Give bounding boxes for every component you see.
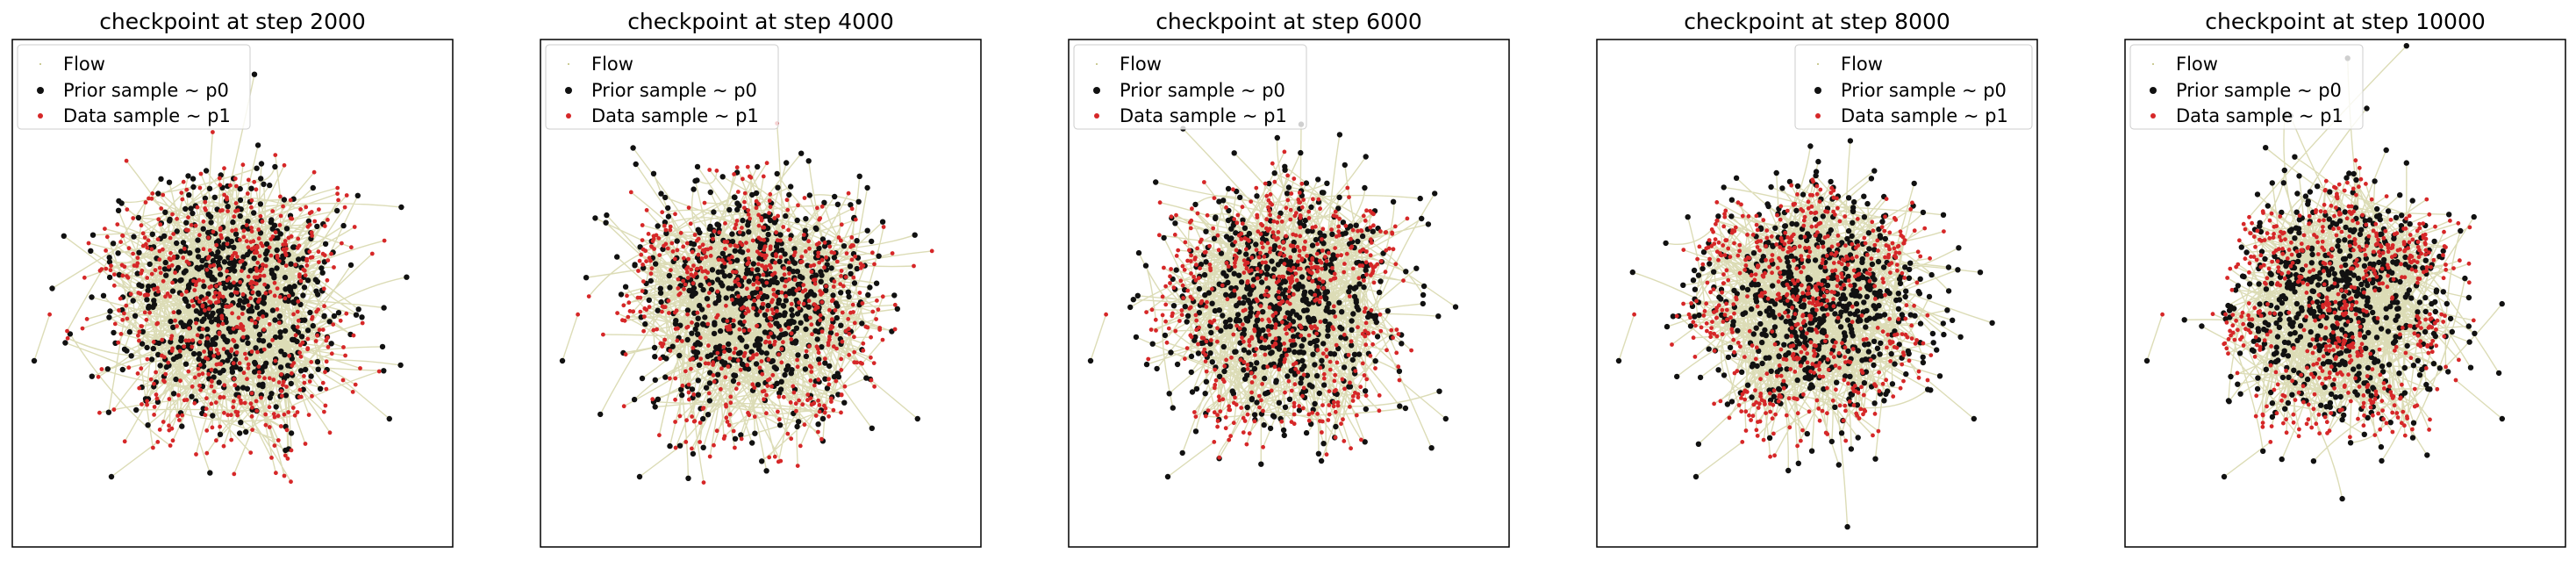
panel-3-title: checkpoint at step 6000 [1156, 9, 1422, 34]
panel-2: checkpoint at step 4000 Flow Prior sampl… [540, 9, 982, 548]
panel-3: checkpoint at step 6000 Flow Prior sampl… [1068, 9, 1510, 548]
panel-3-plot [1087, 121, 1459, 480]
panel-3-prior-series [1087, 121, 1459, 480]
panel-1-legend-prior-marker [37, 87, 44, 94]
panel-3-legend: Flow Prior sample ~ p0 Data sample ~ p1 [1073, 44, 1307, 130]
panel-5-title: checkpoint at step 10000 [2205, 9, 2486, 34]
panel-2-legend-prior-marker [565, 87, 572, 94]
panel-1-prior-series [31, 71, 410, 480]
panel-5-plot [2143, 43, 2505, 502]
panel-2-legend-data-label: Data sample ~ p1 [591, 105, 759, 126]
panel-1-plot [31, 71, 410, 485]
panel-5: checkpoint at step 10000 Flow Prior samp… [2124, 9, 2566, 548]
panel-2-title: checkpoint at step 4000 [627, 9, 894, 34]
panel-2-data-points [576, 121, 934, 485]
panel-1-title: checkpoint at step 2000 [99, 9, 366, 34]
panel-1-legend-prior-label: Prior sample ~ p0 [63, 80, 229, 101]
panel-2-legend-prior-label: Prior sample ~ p0 [591, 80, 757, 101]
panel-5-data-points [2160, 158, 2476, 444]
panel-5-legend-box [2129, 44, 2364, 130]
panel-1-legend-data-marker [38, 113, 43, 119]
panel-2-legend-box [545, 44, 779, 130]
panel-2-axes-frame [540, 39, 982, 548]
panel-3-legend-flow-label: Flow [1120, 54, 1162, 75]
panel-5-legend-flow-label: Flow [2176, 54, 2218, 75]
panel-5-legend-prior-marker [2150, 87, 2157, 94]
panel-1: checkpoint at step 2000 Flow Prior sampl… [11, 9, 454, 548]
panel-4-data-series [1632, 177, 1946, 459]
panel-3-data-series [1104, 149, 1413, 460]
panel-1-axes-frame [11, 39, 454, 548]
panel-2-legend-data-marker [566, 113, 571, 119]
panel-2-legend: Flow Prior sample ~ p0 Data sample ~ p1 [545, 44, 779, 130]
panel-5-legend-prior-label: Prior sample ~ p0 [2176, 80, 2342, 101]
panel-4-legend-prior-marker [1814, 87, 1821, 94]
panel-3-data-points [1104, 149, 1413, 460]
panel-4-data-points [1632, 177, 1946, 459]
panel-4-legend: Flow Prior sample ~ p0 Data sample ~ p1 [1794, 44, 2033, 130]
panel-3-legend-prior-label: Prior sample ~ p0 [1120, 80, 1285, 101]
panel-1-data-series [47, 130, 387, 485]
panel-4-legend-data-label: Data sample ~ p1 [1841, 105, 2008, 126]
panel-4-legend-data-marker [1815, 113, 1821, 119]
panel-1-legend: Flow Prior sample ~ p0 Data sample ~ p1 [17, 44, 251, 130]
panel-5-data-series [2160, 158, 2476, 444]
panel-1-data-points [47, 130, 387, 485]
panel-1-legend-box [17, 44, 251, 130]
panel-4: checkpoint at step 8000 Flow Prior sampl… [1596, 9, 2038, 548]
panel-2-plot [559, 121, 934, 485]
panel-3-axes-frame [1068, 39, 1510, 548]
panel-4-plot [1615, 138, 1995, 530]
panel-3-legend-data-marker [1094, 113, 1099, 119]
panel-1-legend-flow-label: Flow [63, 54, 105, 75]
panel-2-data-series [576, 121, 934, 485]
panel-1-prior-points [31, 71, 410, 480]
panel-2-legend-flow-label: Flow [591, 54, 633, 75]
panel-4-legend-flow-label: Flow [1841, 54, 1883, 75]
panel-5-legend: Flow Prior sample ~ p0 Data sample ~ p1 [2129, 44, 2364, 130]
panel-5-legend-data-marker [2150, 113, 2156, 119]
panel-3-legend-box [1073, 44, 1307, 130]
panel-4-legend-prior-label: Prior sample ~ p0 [1841, 80, 2007, 101]
panel-3-legend-prior-marker [1093, 87, 1100, 94]
panel-5-legend-data-label: Data sample ~ p1 [2176, 105, 2343, 126]
panel-4-legend-box [1794, 44, 2033, 130]
panel-4-title: checkpoint at step 8000 [1684, 9, 1950, 34]
panel-1-legend-data-label: Data sample ~ p1 [63, 105, 231, 126]
panel-3-legend-data-label: Data sample ~ p1 [1120, 105, 1287, 126]
panel-4-axes-frame [1596, 39, 2038, 548]
panel-3-prior-points [1087, 121, 1459, 480]
panel-5-axes-frame [2124, 39, 2566, 548]
